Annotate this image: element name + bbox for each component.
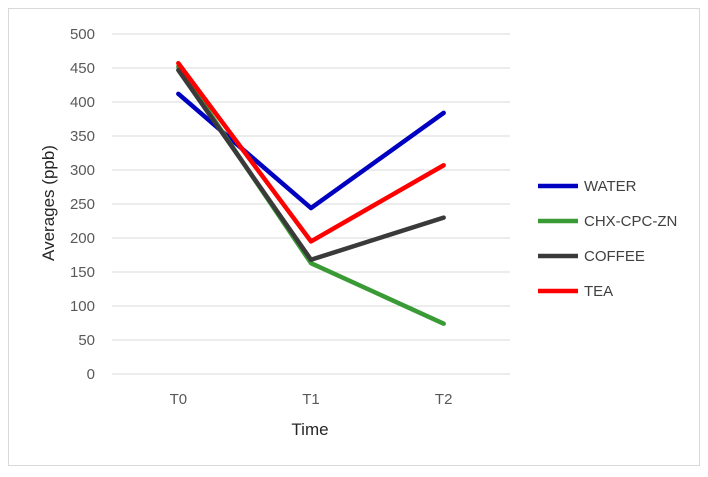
series-line-coffee [176, 67, 446, 263]
x-tick-label: T1 [302, 391, 320, 408]
x-axis-title: Time [291, 420, 328, 439]
series-lines [176, 60, 446, 326]
y-tick-label: 400 [70, 94, 95, 111]
legend-item: WATER [538, 178, 637, 195]
x-tick-label: T0 [170, 391, 188, 408]
legend-label: CHX-CPC-ZN [584, 213, 677, 230]
x-tick-label: T2 [435, 391, 453, 408]
series-line-water [176, 91, 446, 211]
legend-item: CHX-CPC-ZN [538, 213, 677, 230]
y-axis-title: Averages (ppb) [39, 145, 58, 261]
legend-item: COFFEE [538, 248, 645, 265]
y-tick-label: 150 [70, 264, 95, 281]
chart-frame [8, 8, 700, 466]
y-tick-label: 350 [70, 128, 95, 145]
series-line-tea [176, 60, 446, 244]
legend-item: TEA [538, 283, 613, 300]
y-tick-label: 300 [70, 162, 95, 179]
y-tick-label: 500 [70, 26, 95, 43]
y-tick-label: 250 [70, 196, 95, 213]
legend-label: WATER [584, 178, 637, 195]
legend: WATER CHX-CPC-ZN COFFEE TEA [538, 178, 677, 300]
y-tick-label: 200 [70, 230, 95, 247]
x-tick-labels: T0 T1 T2 [170, 391, 453, 408]
y-tick-label: 0 [87, 366, 95, 383]
y-tick-label: 450 [70, 60, 95, 77]
legend-label: COFFEE [584, 248, 645, 265]
series-line-chx-cpc-zn [176, 64, 446, 326]
gridlines [112, 33, 510, 375]
y-tick-labels: 0 50 100 150 200 250 300 350 400 450 500 [70, 26, 95, 383]
y-tick-label: 50 [78, 332, 95, 349]
legend-label: TEA [584, 283, 613, 300]
y-tick-label: 100 [70, 298, 95, 315]
